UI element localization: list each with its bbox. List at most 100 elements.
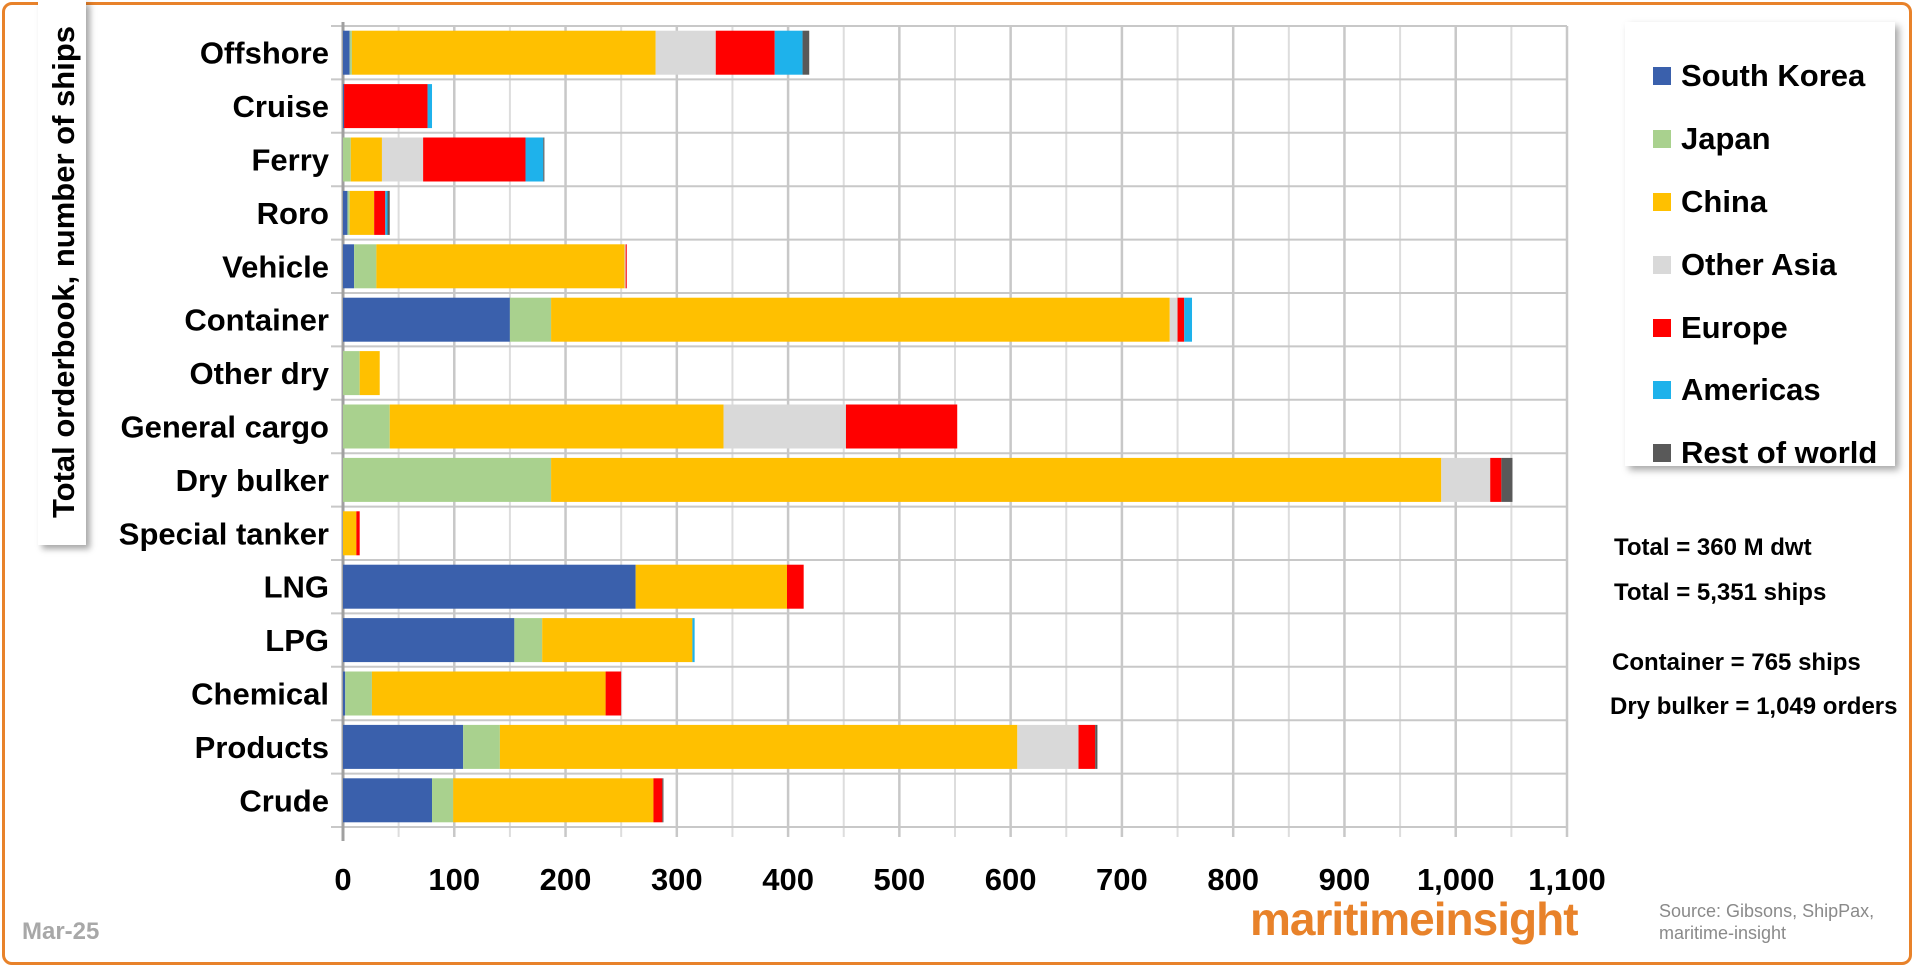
bar-segment	[1177, 297, 1185, 342]
bar-segment	[845, 404, 958, 449]
bar-segment	[354, 244, 377, 289]
bar-segment	[1017, 724, 1079, 769]
bar-segment	[343, 137, 351, 182]
x-tick-labels: 0 100 200 300 400 500 600 700 800 900 1,000 1,100	[334, 862, 1605, 897]
bar-group	[343, 30, 1513, 823]
bar-segment	[1501, 457, 1513, 502]
bar-segment	[624, 244, 626, 289]
note-dry-bulker: Dry bulker = 1,049 orders	[1610, 693, 1898, 720]
bar-segment	[802, 30, 810, 75]
bar-segment	[376, 244, 625, 289]
legend-label: South Korea	[1681, 58, 1866, 93]
bar-segment	[343, 457, 552, 502]
legend-item-rest-of-world: Rest of world	[1653, 435, 1877, 471]
legend-swatch	[1653, 381, 1671, 399]
bar-segment	[543, 137, 545, 182]
legend-swatch	[1653, 319, 1671, 337]
bar-segment	[343, 618, 515, 663]
legend-label: Europe	[1681, 310, 1788, 345]
y-axis-label-box	[38, 0, 86, 545]
bar-segment	[499, 724, 1018, 769]
x-tick-label: 300	[651, 862, 703, 897]
category-label: LPG	[265, 623, 329, 658]
bar-segment	[432, 778, 454, 823]
legend-swatch	[1653, 130, 1671, 148]
bar-segment	[635, 564, 787, 609]
legend-item-china: China	[1653, 184, 1767, 220]
bar-segment	[371, 671, 606, 716]
legend-label: Rest of world	[1681, 435, 1878, 470]
legend-label: Japan	[1681, 121, 1771, 156]
bar-segment	[1095, 724, 1098, 769]
category-label: Cruise	[233, 89, 329, 124]
source-line-1: Source: Gibsons, ShipPax,	[1659, 901, 1875, 921]
bar-segment	[350, 137, 382, 182]
bar-segment	[1490, 457, 1502, 502]
bar-segment	[381, 137, 424, 182]
bar-segment	[343, 564, 636, 609]
legend: South Korea Japan China Other Asia Europ…	[1625, 22, 1895, 470]
x-tick-label: 600	[985, 862, 1037, 897]
bar-segment	[345, 671, 372, 716]
x-tick-label: 200	[540, 862, 592, 897]
bar-segment	[723, 404, 846, 449]
bar-segment	[347, 190, 350, 235]
bar-segment	[786, 564, 804, 609]
note-container: Container = 765 ships	[1612, 649, 1861, 676]
bar-segment	[453, 778, 654, 823]
bar-segment	[343, 778, 433, 823]
bar-segment	[343, 30, 350, 75]
legend-item-americas: Americas	[1653, 372, 1821, 408]
legend-swatch	[1653, 67, 1671, 85]
bar-segment	[374, 190, 386, 235]
legend-label: China	[1681, 184, 1768, 219]
legend-swatch	[1653, 256, 1671, 274]
bar-segment	[389, 404, 724, 449]
bar-segment	[655, 30, 716, 75]
bar-segment	[1441, 457, 1491, 502]
x-tick-label: 500	[873, 862, 925, 897]
note-total-ships: Total = 5,351 ships	[1614, 579, 1827, 606]
bar-segment	[715, 30, 775, 75]
category-label: Products	[195, 730, 329, 765]
bar-segment	[343, 190, 348, 235]
bar-segment	[349, 30, 352, 75]
bar-segment	[385, 190, 388, 235]
source-note: Source: Gibsons, ShipPax, maritime-insig…	[1659, 900, 1909, 944]
bar-segment	[774, 30, 803, 75]
bar-segment	[349, 190, 375, 235]
category-label: General cargo	[121, 410, 329, 445]
category-label: Special tanker	[119, 516, 329, 551]
bar-segment	[653, 778, 663, 823]
bar-segment	[509, 297, 552, 342]
legend-swatch	[1653, 444, 1671, 462]
bar-segment	[356, 511, 360, 556]
bar-segment	[343, 84, 345, 129]
category-label: Roro	[257, 196, 329, 231]
bar-segment	[343, 404, 390, 449]
bar-segment	[542, 618, 693, 663]
bar-segment	[514, 618, 543, 663]
legend-swatch	[1653, 193, 1671, 211]
bar-segment	[662, 778, 664, 823]
brand-logo: maritimeinsight	[1250, 893, 1579, 945]
bar-segment	[551, 457, 1442, 502]
bar-segment	[343, 244, 355, 289]
bar-segment	[344, 84, 428, 129]
x-tick-label: 1,100	[1528, 862, 1606, 897]
category-label: Dry bulker	[176, 463, 329, 498]
category-label: Container	[184, 303, 329, 338]
bar-segment	[351, 30, 656, 75]
bar-segment	[343, 351, 360, 396]
bar-segment	[1078, 724, 1096, 769]
note-total-dwt: Total = 360 M dwt	[1614, 534, 1812, 561]
x-tick-label: 400	[762, 862, 814, 897]
bar-segment	[423, 137, 526, 182]
x-tick-label: 100	[428, 862, 480, 897]
source-line-2: maritime-insight	[1659, 923, 1787, 943]
bar-segment	[1169, 297, 1178, 342]
bar-segment	[525, 137, 544, 182]
x-tick-label: 900	[1319, 862, 1371, 897]
y-axis-label: Total orderbook, number of ships	[46, 25, 81, 519]
